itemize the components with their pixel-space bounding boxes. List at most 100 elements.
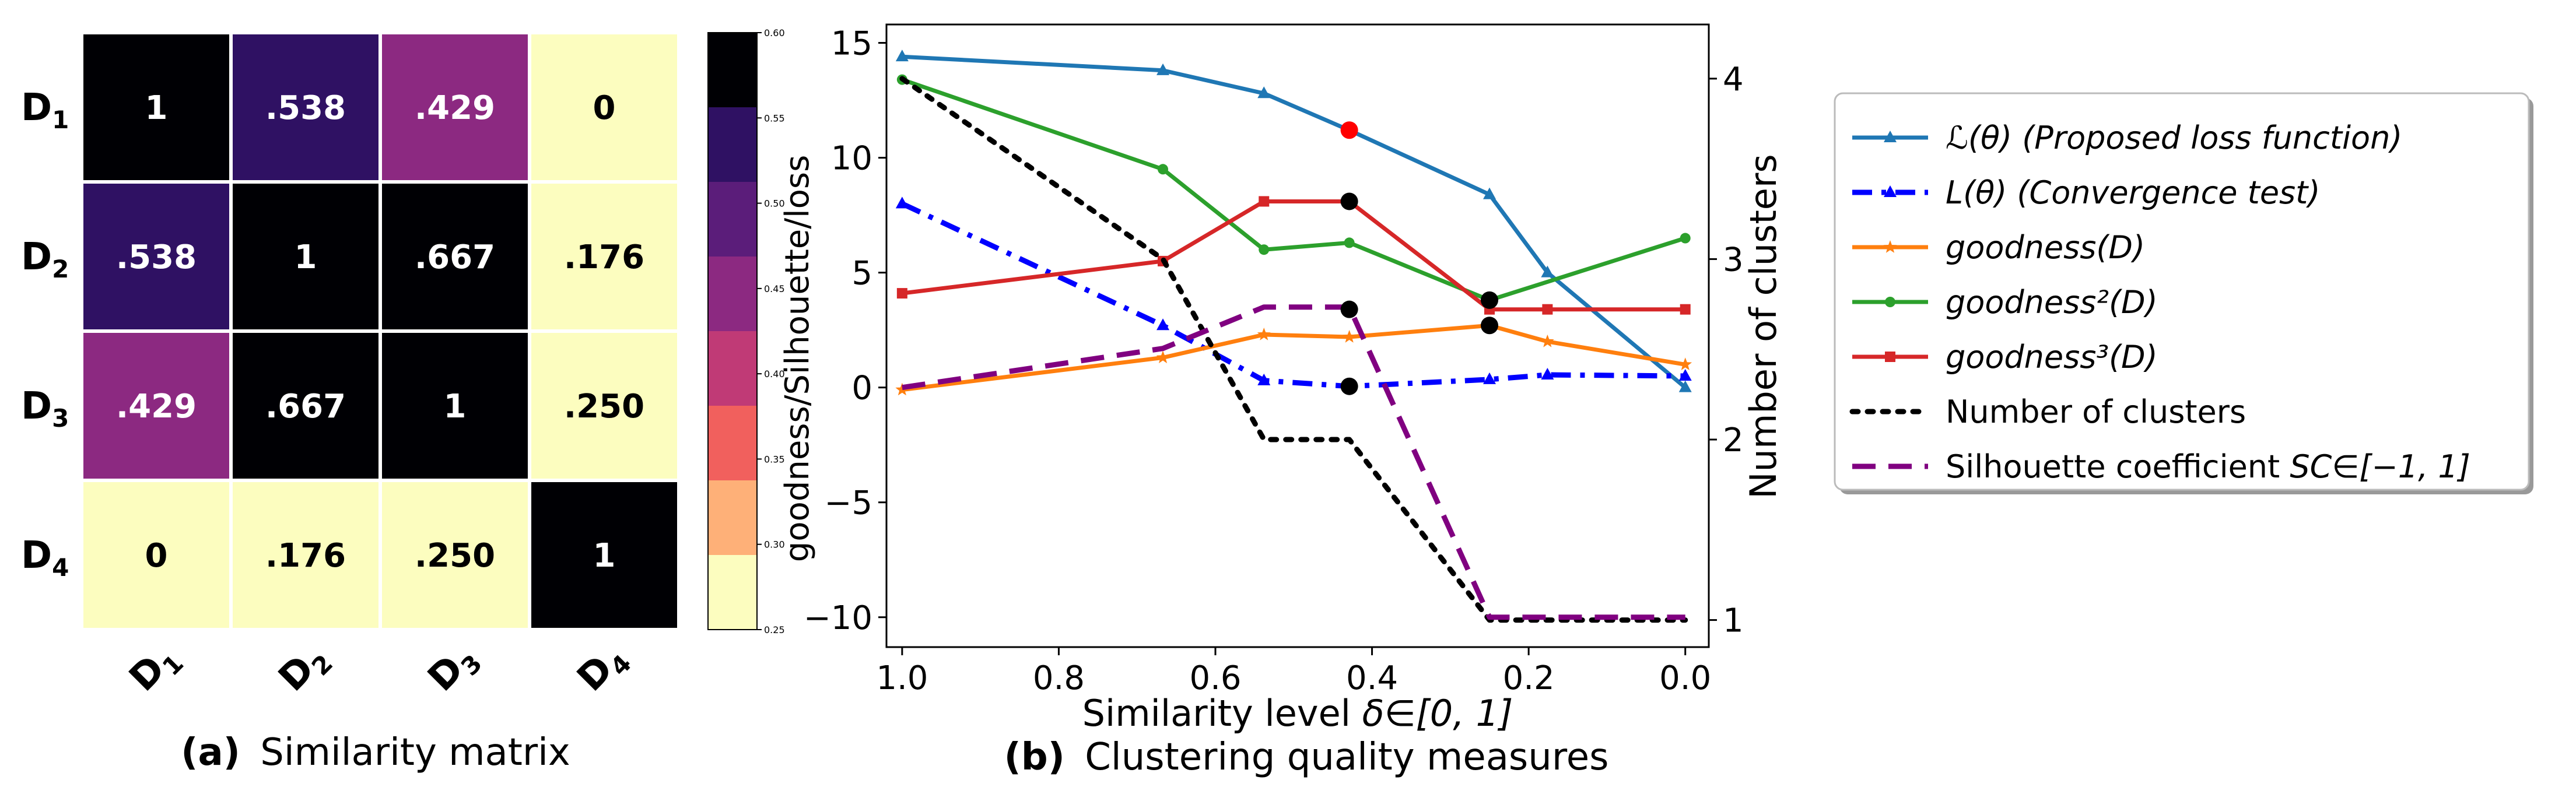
legend-marker (1884, 131, 1897, 142)
y-right-axis-label: Number of clusters (1742, 154, 1785, 498)
x-tick-label: 1.0 (876, 659, 928, 697)
caption-a: (a) Similarity matrix (181, 731, 570, 774)
heatmap-cell (229, 479, 382, 631)
colorbar-segment (708, 107, 757, 182)
legend-marker (1885, 297, 1895, 307)
legend-label-main: goodness(D) (1946, 229, 2145, 266)
series-marker (895, 382, 909, 396)
y-right-tick-label: 4 (1723, 61, 1744, 99)
y-right-tick-label: 1 (1723, 602, 1744, 640)
legend-marker (1883, 240, 1897, 253)
heatmap-cell-label: .429 (116, 388, 197, 426)
series-marker (1541, 334, 1554, 347)
row-label: D2 (21, 236, 69, 283)
series-marker (1483, 372, 1496, 384)
heatmap-cell-label: .429 (415, 89, 495, 127)
legend-label: L(θ) (Convergence test) (1946, 174, 2320, 211)
series-marker (1541, 367, 1554, 380)
colorbar-segment (708, 331, 757, 406)
series-marker (1678, 380, 1692, 392)
heatmap-cell-label: 1 (295, 238, 317, 276)
legend-box (1834, 92, 2530, 491)
highlight-point (1481, 317, 1498, 335)
series-line-4 (902, 199, 1685, 312)
series-marker (1678, 368, 1692, 381)
row-label-main: D (21, 534, 52, 577)
column-label: D1 (121, 635, 189, 703)
legend-label: ℒ(θ) (Proposed loss function) (1946, 120, 2402, 156)
series-marker (1259, 196, 1270, 207)
colorbar-frame (707, 32, 758, 630)
series-marker (1156, 318, 1170, 331)
legend-label: Silhouette coefficient SC∈[−1, 1] (1946, 448, 2470, 485)
legend-marker (1885, 352, 1895, 362)
colorbar-segment (708, 480, 757, 556)
heatmap-cell-label: .538 (116, 238, 197, 276)
heatmap-cell-label: 0 (145, 537, 168, 575)
colorbar-segment (708, 33, 757, 108)
column-label: D4 (569, 635, 637, 703)
heatmap-cell-label: 1 (145, 89, 168, 127)
colorbar-tick-label: 0.30 (764, 539, 785, 550)
y-left-tick-label: 10 (831, 140, 872, 178)
row-label-subscript: 4 (52, 553, 69, 582)
colorbar-tick-label: 0.35 (764, 454, 785, 465)
legend-label-main: goodness²(D) (1946, 284, 2158, 321)
caption-b: (b) Clustering quality measures (1004, 736, 1609, 779)
colorbar-tick-label: 0.50 (764, 198, 785, 209)
legend-label: Number of clusters (1946, 394, 2246, 430)
series-marker (896, 288, 907, 299)
legend-label-rest: SC∈[−1, 1] (2290, 448, 2470, 485)
x-axis-label-math: δ∈[0, 1] (1362, 692, 1513, 735)
highlight-point (1340, 377, 1358, 395)
x-axis-label-text: Similarity level (1082, 692, 1362, 735)
colorbar: 0.60 0.55 0.50 0.45 0.40 0.35 0.30 0.25 (707, 27, 785, 635)
series-marker (1156, 63, 1170, 75)
series-marker (895, 196, 909, 209)
series-marker (1344, 237, 1355, 248)
row-label-main: D (21, 86, 52, 129)
legend-label-main: Silhouette coefficient (1946, 448, 2290, 485)
column-label: D3 (420, 635, 488, 703)
x-tick-label: 0.2 (1503, 659, 1555, 697)
series-marker (1257, 373, 1271, 385)
series-line-6 (902, 304, 1685, 620)
caption-b-text: Clustering quality measures (1085, 736, 1608, 779)
x-tick-label: 0.8 (1033, 659, 1085, 697)
heatmap-cell-label: .667 (265, 388, 346, 426)
x-axis-label: Similarity level δ∈[0, 1] (1082, 692, 1513, 735)
row-label-main: D (21, 385, 52, 428)
series-marker (1156, 350, 1170, 364)
highlight-point (1481, 291, 1498, 309)
row-label: D1 (21, 86, 69, 134)
y-left-tick-label: 5 (851, 255, 872, 293)
heatmap-cell (80, 479, 233, 631)
row-label-subscript: 1 (52, 106, 69, 134)
series-marker (895, 50, 909, 62)
legend-label-rest: (Convergence test) (2007, 174, 2320, 211)
series-marker (1259, 244, 1270, 255)
highlight-point (1340, 121, 1358, 139)
heatmap-cell (528, 31, 681, 184)
series-line-1 (900, 201, 1685, 389)
x-tick-label: 0.6 (1189, 659, 1241, 697)
colorbar-segment (708, 406, 757, 481)
caption-b-prefix: (b) (1004, 736, 1065, 779)
heatmap-cell (229, 329, 382, 482)
heatmap-cell-label: .538 (265, 89, 346, 127)
x-tick-label: 0.0 (1659, 659, 1711, 697)
series-marker (1257, 86, 1271, 99)
series-line-5 (899, 76, 1688, 623)
plot-frame (885, 23, 1710, 648)
heatmap-cell-label: .667 (415, 238, 495, 276)
colorbar-tick-label: 0.45 (764, 283, 785, 294)
heatmap-cell-label: .250 (564, 388, 644, 426)
x-tick-label: 0.4 (1346, 659, 1398, 697)
series-marker (1542, 304, 1553, 315)
series-marker (1680, 233, 1691, 244)
legend-label-main: L(θ) (1946, 174, 2007, 211)
colorbar-tick-label: 0.25 (764, 624, 785, 635)
heatmap-column-labels: D1 D2 D3 D4 (121, 635, 637, 703)
legend-label-main: ℒ(θ) (1946, 120, 2012, 156)
